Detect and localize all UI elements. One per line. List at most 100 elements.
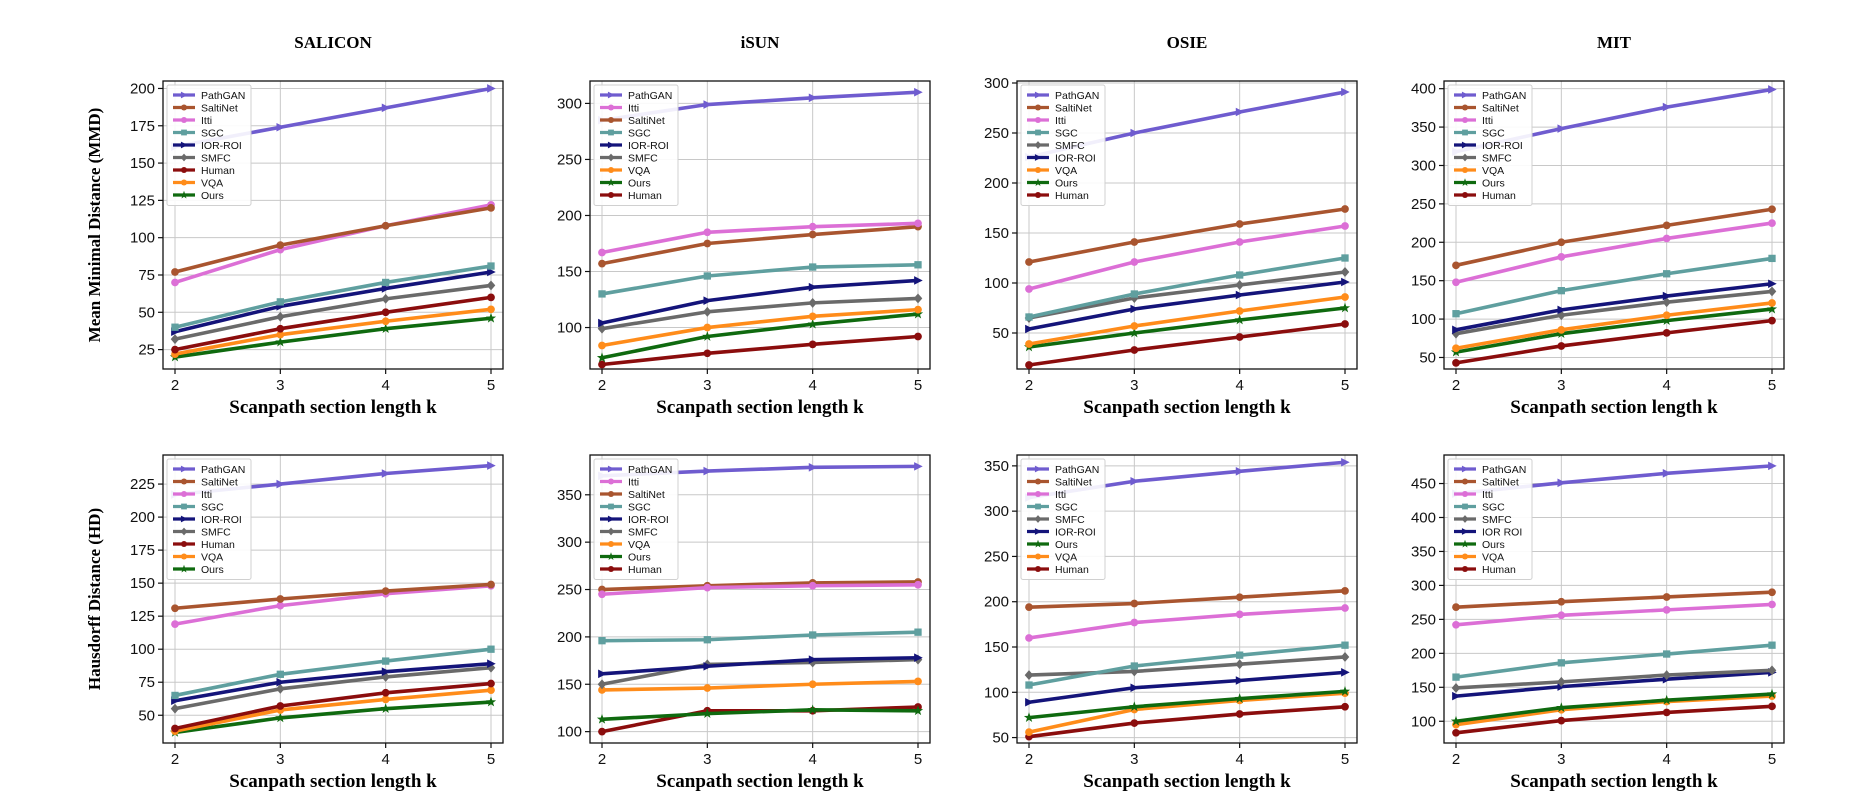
y-tick-label: 150 [130, 155, 155, 172]
legend-marker [1034, 104, 1042, 111]
legend: PathGANSaltiNetIttiSGCIOR-ROISMFCHumanVQ… [166, 84, 252, 206]
series-line [1455, 670, 1773, 698]
data-point [914, 87, 923, 97]
legend-label: Itti [628, 477, 639, 489]
legend-item: Itti [173, 489, 212, 501]
data-point [1768, 219, 1776, 227]
legend-label: SGC [1055, 502, 1078, 514]
data-point [912, 705, 924, 716]
data-point [171, 268, 179, 276]
y-tick-label: 100 [984, 275, 1009, 292]
data-point [1661, 315, 1672, 325]
data-point [913, 293, 923, 304]
series-saltinet [1025, 586, 1349, 612]
y-tick-label: 100 [1411, 311, 1436, 328]
series-line [601, 296, 919, 331]
data-point [1557, 253, 1566, 261]
y-tick-label: 200 [130, 509, 155, 526]
data-point [1130, 662, 1138, 670]
data-point [487, 293, 495, 302]
plot-frame [1443, 80, 1785, 370]
x-tick-label: 4 [808, 377, 816, 394]
legend-label: Ours [201, 190, 224, 202]
legend-label: SMFC [628, 153, 658, 165]
legend-label: SGC [628, 128, 651, 140]
legend-marker [180, 490, 188, 498]
data-point [1557, 325, 1566, 334]
data-point [382, 278, 390, 287]
data-point [1130, 238, 1139, 246]
x-tick-label: 5 [1341, 377, 1349, 394]
data-point [1235, 467, 1245, 476]
legend-item: Ours [1027, 178, 1078, 190]
data-point [914, 677, 922, 686]
legend-marker [607, 490, 615, 498]
legend-marker [607, 565, 615, 573]
data-point [1662, 670, 1671, 681]
legend-label: Itti [201, 115, 212, 127]
legend-label: SaltiNet [1482, 103, 1519, 115]
legend-marker [1461, 191, 1469, 199]
x-tick-label: 2 [1452, 377, 1460, 394]
legend-box [593, 458, 679, 580]
data-point [1452, 673, 1460, 681]
legend-label: PathGAN [1482, 464, 1526, 476]
data-point [1341, 668, 1350, 677]
legend-label: Human [201, 539, 235, 551]
legend-marker [180, 465, 188, 473]
legend-item: VQA [173, 552, 223, 564]
legend-item: Ours [173, 564, 224, 576]
series-line [174, 665, 492, 711]
data-point [1130, 476, 1140, 486]
data-point [1341, 586, 1349, 595]
series-line [1455, 307, 1773, 354]
legend-marker [179, 190, 189, 199]
series-line [601, 655, 919, 676]
legend-marker [180, 553, 188, 560]
data-point [276, 122, 286, 132]
data-point [486, 280, 496, 291]
x-tick-label: 5 [914, 751, 922, 768]
legend-marker [1034, 565, 1042, 573]
y-tick-label: 125 [130, 608, 155, 625]
data-point [1341, 641, 1349, 649]
legend-label: SaltiNet [1055, 103, 1092, 115]
data-point [1235, 710, 1244, 718]
legend-marker [606, 178, 616, 186]
y-tick-label: 150 [557, 676, 582, 693]
data-point [596, 352, 608, 363]
series-itti [1025, 222, 1349, 293]
legend-marker [1034, 141, 1042, 149]
legend-label: Human [201, 165, 235, 177]
data-point [808, 93, 818, 103]
plot-frame [1016, 80, 1358, 370]
x-tick-label: 3 [703, 377, 711, 394]
data-point [1766, 303, 1778, 314]
series-line [601, 679, 919, 692]
data-point [1452, 358, 1460, 367]
series-sgc [171, 262, 495, 331]
series-line [1028, 670, 1346, 705]
x-tick-label: 2 [1025, 377, 1033, 394]
series-line [601, 278, 919, 325]
data-point [914, 261, 922, 269]
legend-item: IOR ROI [1454, 527, 1522, 539]
legend-item: Itti [1454, 489, 1493, 501]
x-tick-label: 2 [598, 377, 606, 394]
data-point [1025, 340, 1033, 348]
x-tick-label: 4 [1235, 377, 1243, 394]
legend-label: SMFC [1482, 153, 1512, 165]
legend-marker [1461, 478, 1469, 485]
data-point [276, 311, 285, 322]
legend-item: SaltiNet [1027, 477, 1092, 489]
legend-item: Itti [1027, 115, 1066, 127]
legend-label: SMFC [1482, 514, 1512, 526]
legend-item: IOR-ROI [600, 140, 669, 152]
series-line [1455, 318, 1773, 365]
data-point [703, 239, 712, 248]
legend-label: Itti [1482, 489, 1493, 501]
data-point [1662, 708, 1671, 717]
legend-label: SaltiNet [1482, 477, 1519, 489]
data-point [1452, 261, 1460, 270]
data-point [1025, 681, 1033, 689]
